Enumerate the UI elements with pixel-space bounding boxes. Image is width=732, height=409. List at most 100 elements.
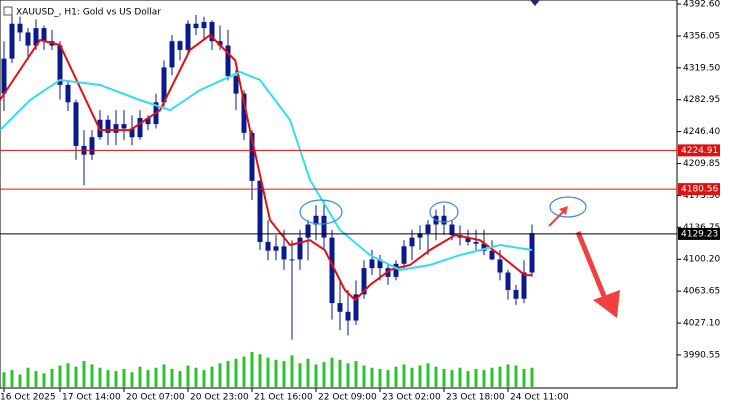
candle-body bbox=[473, 241, 479, 244]
volume-bar bbox=[418, 365, 422, 388]
candle-body bbox=[257, 180, 263, 242]
x-tick-label: 24 Oct 11:00 bbox=[510, 393, 569, 403]
y-tick-label: 4319.50 bbox=[683, 63, 720, 73]
volume-bar bbox=[450, 370, 454, 388]
volume-bar bbox=[314, 364, 318, 388]
candle-body bbox=[161, 67, 167, 103]
volume-bar bbox=[434, 366, 438, 388]
candle-body bbox=[185, 23, 191, 50]
volume-bar bbox=[210, 366, 214, 388]
volume-bar bbox=[402, 364, 406, 388]
candle-body bbox=[345, 311, 351, 321]
candle-body bbox=[297, 237, 303, 260]
candle-body bbox=[305, 224, 311, 238]
candle-body bbox=[425, 224, 431, 234]
volume-bar bbox=[58, 365, 62, 388]
up-arrow bbox=[548, 211, 564, 227]
plot-area bbox=[0, 15, 535, 388]
volume-bar bbox=[178, 371, 182, 388]
x-tick-label: 20 Oct 07:00 bbox=[126, 393, 185, 403]
volume-bar bbox=[266, 357, 270, 388]
volume-bar bbox=[426, 363, 430, 388]
candle-body bbox=[465, 237, 471, 242]
candle-body bbox=[505, 272, 511, 290]
candle-body bbox=[225, 45, 231, 77]
volume-bar bbox=[226, 361, 230, 388]
y-tick-label: 4392.60 bbox=[683, 0, 720, 10]
candle-body bbox=[417, 233, 423, 238]
candle-body bbox=[481, 243, 487, 251]
candle-body bbox=[401, 246, 407, 264]
y-tick-label: 4209.85 bbox=[683, 159, 720, 169]
candle-body bbox=[73, 102, 79, 146]
candle-body bbox=[321, 215, 327, 238]
volume-bar bbox=[274, 359, 278, 388]
volume-bar bbox=[514, 365, 518, 388]
candle-body bbox=[449, 224, 455, 235]
volume-bar bbox=[490, 367, 494, 388]
candle-body bbox=[89, 137, 95, 155]
candle-body bbox=[9, 23, 15, 59]
candle-body bbox=[281, 246, 287, 260]
volume-bar bbox=[74, 366, 78, 388]
x-tick-label: 16 Oct 2025 bbox=[0, 393, 56, 403]
x-tick-label: 23 Oct 18:00 bbox=[446, 393, 505, 403]
volume-bar bbox=[34, 371, 38, 388]
candle-body bbox=[441, 215, 447, 225]
volume-bar bbox=[50, 368, 54, 388]
candle-body bbox=[217, 41, 223, 46]
candle-body bbox=[233, 76, 239, 94]
volume-bar bbox=[282, 361, 286, 388]
candle-body bbox=[105, 119, 111, 133]
candle-body bbox=[121, 124, 127, 129]
candle-body bbox=[209, 21, 215, 42]
candle-body bbox=[393, 263, 399, 277]
y-tick-label: 4356.05 bbox=[683, 31, 720, 41]
candle-body bbox=[377, 259, 383, 269]
candle-body bbox=[169, 41, 175, 68]
candle-body bbox=[145, 118, 151, 125]
candle-body bbox=[129, 128, 135, 138]
volume-bar bbox=[458, 367, 462, 388]
candle-body bbox=[1, 58, 7, 94]
y-tick-label: 4027.10 bbox=[683, 319, 720, 329]
candle-body bbox=[57, 45, 63, 85]
candle-body bbox=[369, 259, 375, 269]
volume-bar bbox=[290, 355, 294, 388]
candle-body bbox=[409, 237, 415, 247]
moving-average bbox=[0, 70, 533, 271]
volume-bar bbox=[258, 354, 262, 388]
candle-body bbox=[337, 303, 343, 312]
volume-bar bbox=[162, 364, 166, 388]
candle-body bbox=[521, 272, 527, 299]
volume-bar bbox=[442, 368, 446, 388]
price-level-label: 4180.56 bbox=[681, 185, 718, 195]
volume-bar bbox=[306, 358, 310, 388]
volume-bar bbox=[138, 366, 142, 388]
price-level-label: 4129.23 bbox=[681, 229, 718, 239]
chart-title: XAUUSD_, H1: Gold vs US Dollar bbox=[16, 8, 161, 18]
volume-bar bbox=[26, 367, 30, 388]
y-tick-label: 3990.55 bbox=[683, 350, 720, 360]
volume-bar bbox=[146, 370, 150, 388]
volume-bar bbox=[122, 368, 126, 388]
candle-body bbox=[65, 84, 71, 103]
volume-bar bbox=[354, 361, 358, 388]
candle-body bbox=[41, 28, 47, 42]
volume-bar bbox=[346, 363, 350, 388]
volume-bar bbox=[322, 362, 326, 388]
candle-body bbox=[17, 23, 23, 33]
candle-body bbox=[193, 23, 199, 29]
candle-body bbox=[489, 250, 495, 260]
candle-body bbox=[513, 289, 519, 299]
x-tick-label: 22 Oct 09:00 bbox=[318, 393, 377, 403]
candle-body bbox=[177, 41, 183, 50]
volume-bar bbox=[66, 363, 70, 388]
plot-frame bbox=[0, 0, 678, 389]
up-arrow-head bbox=[559, 206, 568, 215]
y-tick-label: 4282.95 bbox=[683, 95, 720, 105]
price-level-box bbox=[678, 227, 720, 240]
volume-bar bbox=[250, 352, 254, 388]
candle-body bbox=[249, 132, 255, 181]
